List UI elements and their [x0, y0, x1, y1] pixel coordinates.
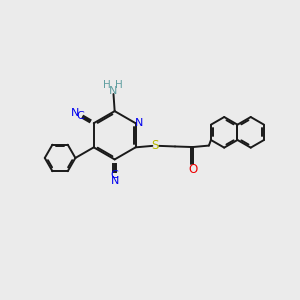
- Text: H: H: [115, 80, 123, 90]
- Text: N: N: [71, 108, 80, 118]
- Text: C: C: [111, 170, 119, 180]
- Text: N: N: [135, 118, 144, 128]
- Text: N: N: [110, 176, 119, 186]
- Text: C: C: [76, 110, 84, 121]
- Text: O: O: [188, 163, 197, 176]
- Text: H: H: [103, 80, 111, 90]
- Text: N: N: [109, 85, 117, 95]
- Text: S: S: [152, 140, 159, 152]
